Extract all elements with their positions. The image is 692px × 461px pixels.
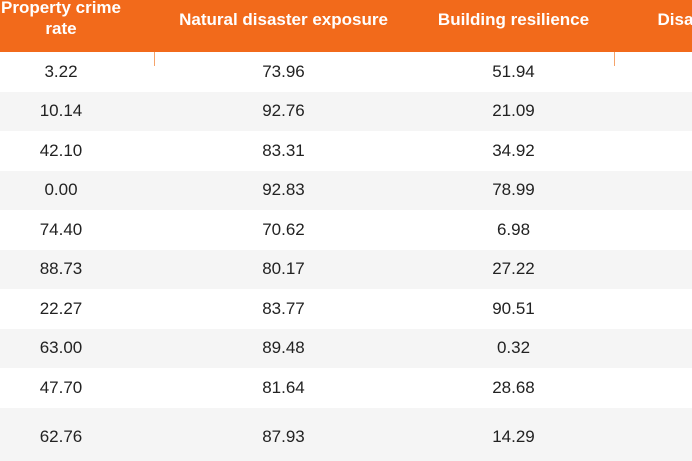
table-body: 3.22 73.96 51.94 10.14 92.76 21.09 42.10 83.31 3… [0, 52, 692, 461]
table-cell [613, 210, 692, 250]
table-cell: 10.14 [0, 91, 154, 131]
table-cell: 0.32 [413, 328, 614, 368]
table-cell [613, 170, 692, 210]
table-cell [613, 52, 692, 92]
table-cell [613, 289, 692, 329]
table-cell: 78.99 [413, 170, 614, 210]
table-row: 88.73 80.17 27.22 [0, 249, 692, 289]
column-header-label: Building resilience [437, 10, 590, 29]
column-header-label: Property crime rate [1, 0, 121, 38]
table-row: 3.22 73.96 51.94 [0, 52, 692, 92]
table-cell: 83.77 [153, 289, 414, 329]
column-header-label: Natural disaster exposure [179, 10, 388, 29]
table-cell [613, 91, 692, 131]
table-cell: 70.62 [153, 210, 414, 250]
table-row: 74.40 70.62 6.98 [0, 210, 692, 250]
table-cell: 74.40 [0, 210, 154, 250]
table-cell: 90.51 [413, 289, 614, 329]
table-cell: 27.22 [413, 249, 614, 289]
table-row: 62.76 87.93 14.29 [0, 407, 692, 461]
table-header-row: Property crime rate Natural disaster expo… [0, 0, 692, 52]
table-cell: 22.27 [0, 289, 154, 329]
table-cell: 92.76 [153, 91, 414, 131]
table-cell: 3.22 [0, 52, 154, 92]
table-row: 10.14 92.76 21.09 [0, 91, 692, 131]
table-cell: 21.09 [413, 91, 614, 131]
table-row: 0.00 92.83 78.99 [0, 170, 692, 210]
table-row: 63.00 89.48 0.32 [0, 328, 692, 368]
table-cell: 0.00 [0, 170, 154, 210]
column-header-natural-disaster-exposure[interactable]: Natural disaster exposure [154, 0, 414, 52]
table-cell: 28.68 [413, 368, 614, 408]
table-cell: 89.48 [153, 328, 414, 368]
table-cell: 62.76 [0, 407, 154, 461]
table-cell [613, 368, 692, 408]
table-cell: 87.93 [153, 407, 414, 461]
column-header-building-resilience[interactable]: Building resilience [414, 0, 614, 52]
table-cell: 88.73 [0, 249, 154, 289]
table-cell [613, 249, 692, 289]
table-cell: 47.70 [0, 368, 154, 408]
column-header-label: Disaster [657, 10, 692, 29]
table-cell: 6.98 [413, 210, 614, 250]
table-row: 22.27 83.77 90.51 [0, 289, 692, 329]
table-cell: 80.17 [153, 249, 414, 289]
table-cell: 51.94 [413, 52, 614, 92]
table-cell: 14.29 [413, 407, 614, 461]
table-cell: 83.31 [153, 131, 414, 171]
table-row: 47.70 81.64 28.68 [0, 368, 692, 408]
column-header-property-crime-rate[interactable]: Property crime rate [0, 0, 154, 52]
table-row: 42.10 83.31 34.92 [0, 131, 692, 171]
table-cell [613, 328, 692, 368]
table-cell: 42.10 [0, 131, 154, 171]
table-cell: 34.92 [413, 131, 614, 171]
table-cell [613, 131, 692, 171]
table-cell [613, 407, 692, 461]
table-cell: 92.83 [153, 170, 414, 210]
table-cell: 81.64 [153, 368, 414, 408]
column-header-disaster[interactable]: Disaster [614, 0, 692, 52]
table-cell: 63.00 [0, 328, 154, 368]
table-cell: 73.96 [153, 52, 414, 92]
